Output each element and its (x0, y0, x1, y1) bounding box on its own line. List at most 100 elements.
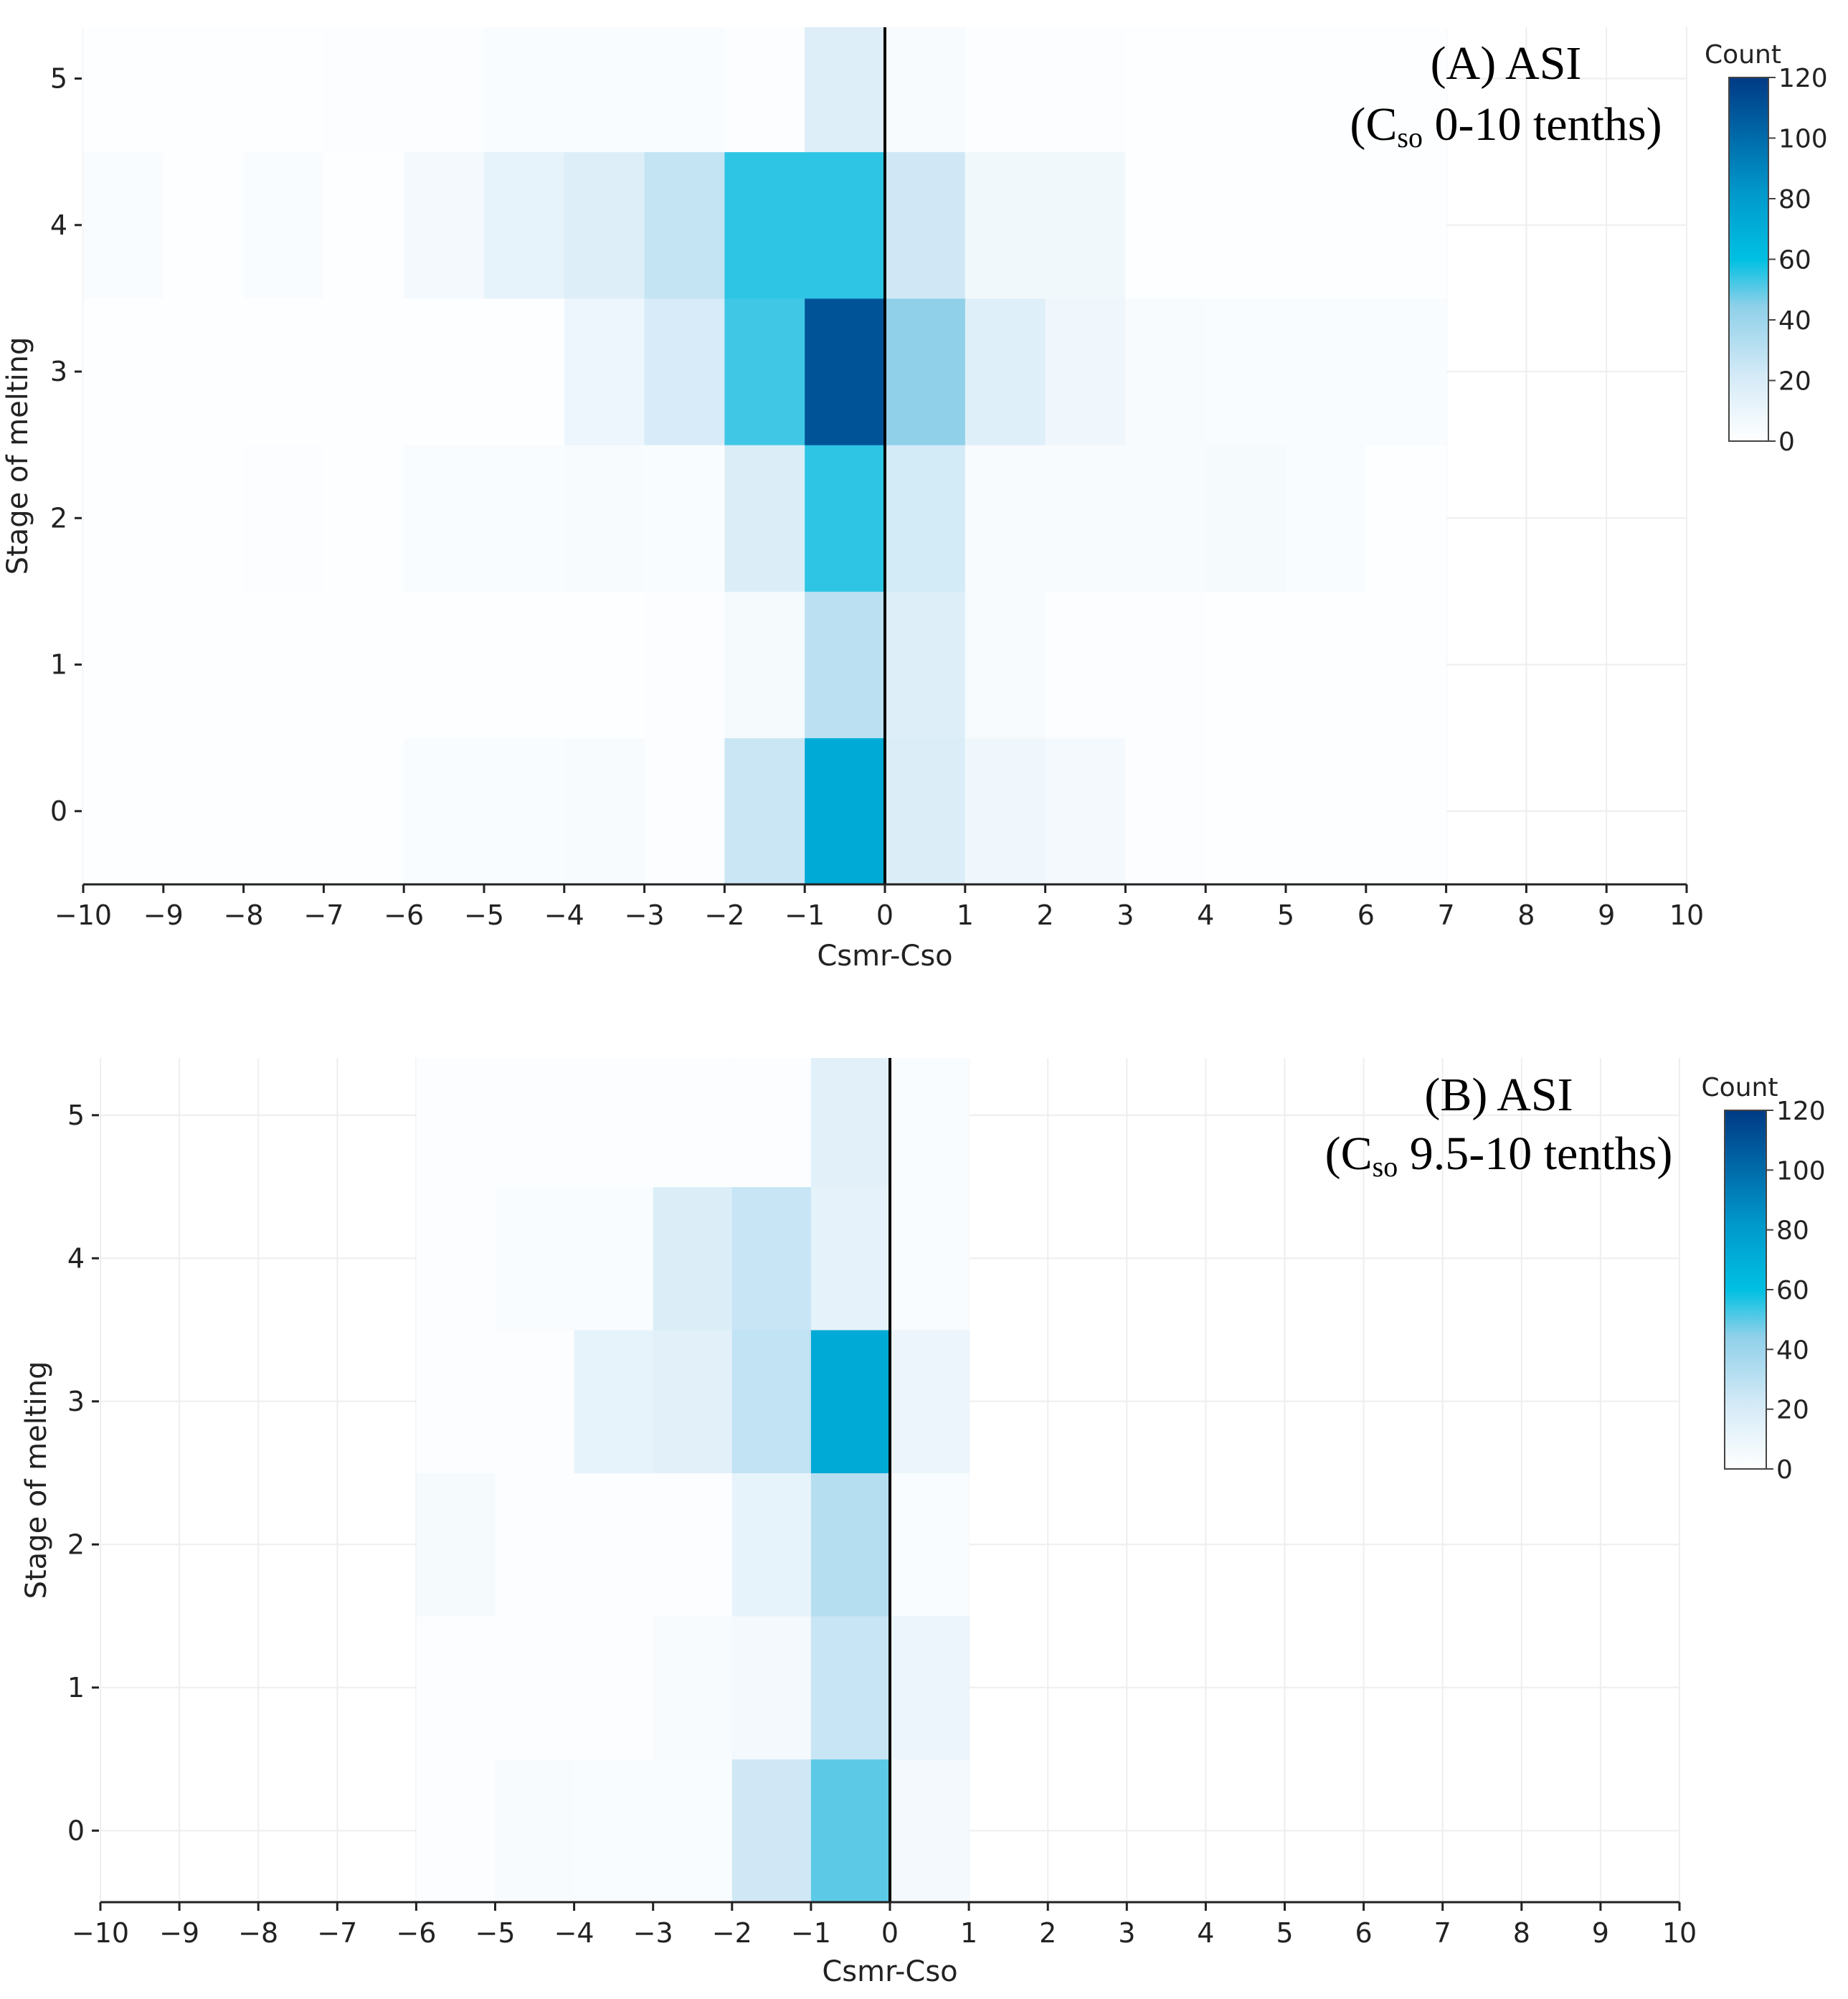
heatmap-cell (1125, 151, 1206, 299)
heatmap-cell (965, 445, 1046, 592)
heatmap-cell (885, 151, 966, 299)
heatmap-cell (1125, 27, 1206, 153)
heatmap-cell (1365, 298, 1447, 445)
y-axis-label: Stage of melting (20, 1361, 53, 1599)
x-tick-label: −9 (159, 1917, 199, 1949)
colorbar-tick-label: 80 (1778, 185, 1811, 214)
heatmap-cell (416, 1186, 496, 1331)
heatmap-cell (1365, 591, 1447, 739)
x-tick-label: 2 (1039, 1917, 1056, 1949)
y-tick-label: 5 (67, 1100, 85, 1131)
x-tick-label: 10 (1662, 1917, 1697, 1949)
heatmap-cell (1125, 298, 1206, 445)
heatmap-cell (1045, 298, 1126, 445)
heatmap-cell (495, 1330, 575, 1474)
heatmap-cell (243, 591, 324, 739)
heatmap-cell (404, 298, 485, 445)
heatmap-cell (404, 737, 485, 885)
heatmap-cell (653, 1058, 733, 1188)
heatmap-cell (243, 151, 324, 299)
heatmap-cell (644, 151, 725, 299)
x-tick-label: 7 (1434, 1917, 1451, 1949)
x-tick-label: −2 (712, 1917, 752, 1949)
heatmap-cell (495, 1058, 575, 1188)
heatmap-cell (810, 1616, 891, 1760)
heatmap-cell (805, 445, 886, 592)
heatmap-cell (243, 298, 324, 445)
heatmap-cell (653, 1186, 733, 1331)
x-tick-label: −9 (143, 899, 184, 931)
x-tick-label: −4 (544, 899, 584, 931)
heatmap-cell (83, 737, 164, 885)
heatmap-bins (416, 1058, 970, 1903)
heatmap-cell (653, 1330, 733, 1474)
heatmap-cell (1286, 298, 1367, 445)
heatmap-cell (885, 737, 966, 885)
heatmap-cell (890, 1330, 970, 1474)
heatmap-cell (416, 1759, 496, 1903)
heatmap-cell (416, 1330, 496, 1474)
x-tick-label: −8 (238, 1917, 278, 1949)
heatmap-cell (574, 1473, 654, 1617)
heatmap-cell (644, 591, 725, 739)
heatmap-cell (724, 737, 805, 885)
heatmap-cell (163, 27, 245, 153)
heatmap-cell (805, 737, 886, 885)
heatmap-cell (965, 737, 1046, 885)
heatmap-cell (1286, 737, 1367, 885)
heatmap-cell (1125, 445, 1206, 592)
heatmap-cell (243, 737, 324, 885)
heatmap-cell (890, 1616, 970, 1760)
heatmap-cell (1045, 445, 1126, 592)
x-tick-label: −2 (704, 899, 744, 931)
y-tick-label: 3 (67, 1386, 85, 1417)
heatmap-cell (163, 298, 245, 445)
panel-label: (A) ASI (1431, 37, 1582, 90)
heatmap-cell (890, 1186, 970, 1331)
heatmap-cell (404, 151, 485, 299)
x-tick-label: −1 (791, 1917, 831, 1949)
heatmap-cell (83, 27, 164, 153)
heatmap-cell (1045, 151, 1126, 299)
heatmap-cell (484, 27, 565, 153)
x-tick-label: 2 (1037, 899, 1054, 931)
heatmap-cell (965, 591, 1046, 739)
panel-label: (B) ASI (1424, 1069, 1573, 1121)
heatmap-cell (163, 737, 245, 885)
heatmap-cell (404, 445, 485, 592)
y-axis-ticks: 0 1 2 3 4 5 (50, 62, 82, 827)
heatmap-cell (323, 27, 404, 153)
heatmap-cell (484, 591, 565, 739)
colorbar-title: Count (1702, 1073, 1778, 1102)
heatmap-cell (1205, 591, 1287, 739)
heatmap-cell (323, 298, 404, 445)
heatmap-cell (564, 151, 645, 299)
y-tick-label: 4 (50, 209, 67, 241)
heatmap-cell (83, 591, 164, 739)
heatmap-cell (885, 445, 966, 592)
x-tick-label: −10 (72, 1917, 129, 1949)
heatmap-cell (1045, 591, 1126, 739)
x-tick-label: −5 (475, 1917, 515, 1949)
colorbar-ticks: 0 20 40 60 80 100 120 (1768, 64, 1828, 457)
heatmap-cell (574, 1759, 654, 1903)
heatmap-cell (163, 591, 245, 739)
heatmap-cell (564, 737, 645, 885)
x-tick-label: −7 (317, 1917, 357, 1949)
colorbar: Count 0 20 40 60 80 100 120 (1705, 40, 1828, 457)
x-tick-label: 10 (1669, 899, 1704, 931)
heatmap-cell (724, 298, 805, 445)
heatmap-cell (1286, 151, 1367, 299)
colorbar-gradient (1724, 1110, 1767, 1470)
heatmap-cell (416, 1473, 496, 1617)
heatmap-cell (731, 1616, 812, 1760)
heatmap-cell (574, 1186, 654, 1331)
heatmap-cell (805, 591, 886, 739)
x-tick-label: 9 (1592, 1917, 1609, 1949)
y-axis-label: Stage of melting (1, 337, 34, 575)
heatmap-cell (890, 1058, 970, 1188)
heatmap-cell (810, 1186, 891, 1331)
y-tick-label: 4 (67, 1242, 85, 1274)
heatmap-cell (1205, 298, 1287, 445)
